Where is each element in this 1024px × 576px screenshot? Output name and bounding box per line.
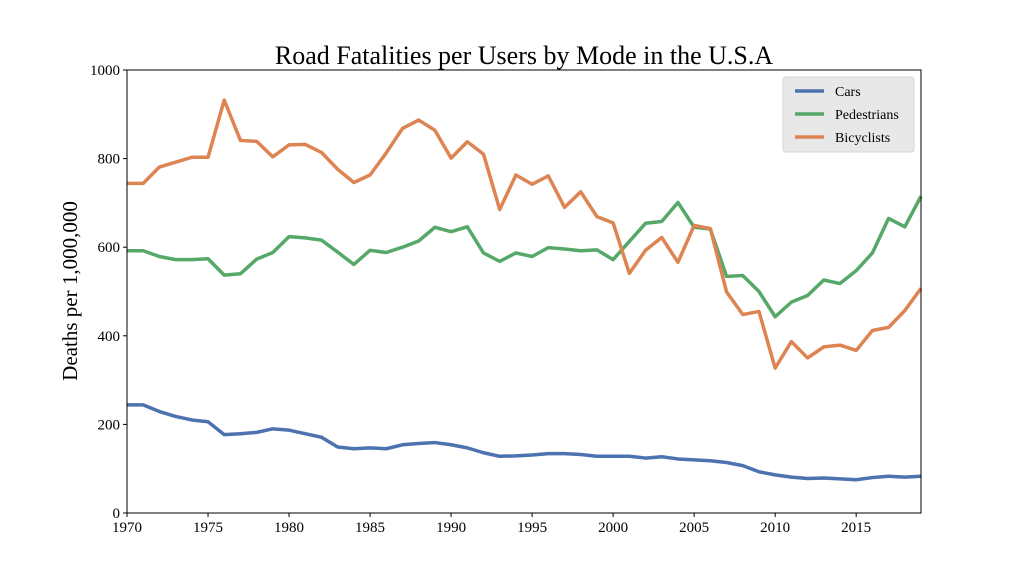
plot-area — [126, 69, 923, 514]
x-tick-label: 2015 — [841, 520, 871, 536]
x-tick-label: 1975 — [193, 520, 223, 536]
y-axis: 0 200 400 600 800 1000 — [90, 63, 127, 522]
legend-label-bicyclists: Bicyclists — [835, 131, 890, 146]
x-tick-label: 1990 — [436, 520, 466, 536]
x-tick-label: 1985 — [355, 520, 385, 536]
y-tick-label: 800 — [98, 152, 121, 168]
y-tick-label: 600 — [98, 240, 121, 256]
y-axis-label: Deaths per 1,000,000 — [58, 201, 82, 381]
legend-label-pedestrians: Pedestrians — [835, 108, 899, 123]
x-tick-label: 1970 — [112, 520, 142, 536]
legend-label-cars: Cars — [835, 85, 861, 100]
x-tick-label: 2010 — [760, 520, 790, 536]
plot-frame — [126, 69, 922, 514]
legend-box — [782, 76, 915, 153]
y-tick-label: 0 — [113, 506, 121, 522]
x-tick-label: 2000 — [598, 520, 628, 536]
y-tick-label: 400 — [98, 329, 121, 345]
legend: Cars Pedestrians Bicyclists — [782, 76, 915, 153]
series-line-pedestrians — [127, 195, 923, 319]
x-tick-label: 1995 — [517, 520, 547, 536]
y-tick-label: 200 — [98, 417, 121, 433]
x-tick-label: 1980 — [274, 520, 304, 536]
chart-title: Road Fatalities per Users by Mode in the… — [275, 41, 773, 70]
x-tick-label: 2005 — [679, 520, 709, 536]
y-tick-label: 1000 — [90, 63, 120, 79]
series-line-bicyclists — [127, 98, 923, 370]
series-line-cars — [127, 403, 922, 482]
x-axis: 1970 1975 1980 1985 1990 1995 2000 2005 2010 2015 — [112, 513, 871, 536]
